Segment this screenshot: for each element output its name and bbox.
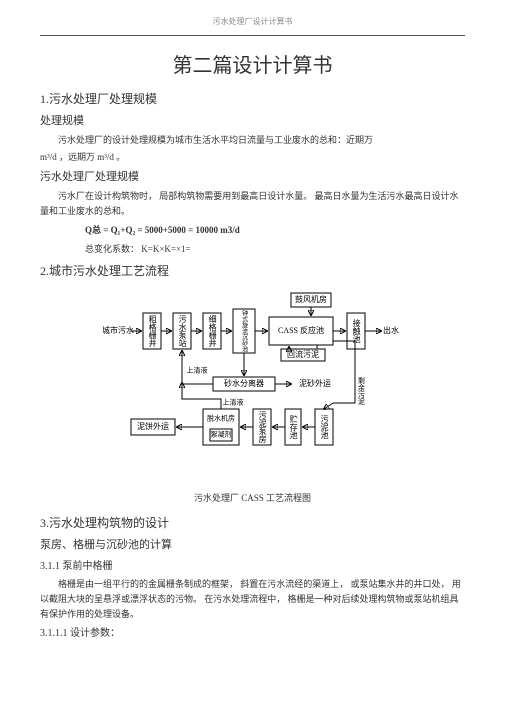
- top-rule: [40, 35, 465, 36]
- s1-p1b: m³/d ，远期万 m³/d 。: [40, 150, 465, 165]
- node-return: 回流污泥: [287, 349, 319, 359]
- section-3-sub2: 3.1.1 泵前中格栅: [40, 559, 465, 575]
- section-1-sub2: 污水处理厂处理规模: [40, 169, 465, 187]
- node-thick: 污泥池: [320, 414, 329, 439]
- node-dewater1: 脱水机房: [207, 414, 235, 423]
- main-title: 第二篇设计计算书: [40, 50, 465, 82]
- node-excess: 剩余污泥: [357, 376, 365, 406]
- s1-coef: 总变化系数： K=K×K=×1=: [40, 242, 465, 256]
- s3-p1: 格栅是由一组平行的的金属栅条制成的框架， 斜置在污水流经的渠道上， 或泵站集水井…: [40, 577, 465, 623]
- node-fine: 细格栅井: [208, 314, 217, 348]
- section-1-sub1: 处理规模: [40, 113, 465, 131]
- diagram-caption: 污水处理厂 CASS 工艺流程图: [40, 491, 465, 505]
- section-3-heading: 3.污水处理构筑物的设计: [40, 514, 465, 533]
- node-supernat: 上清液: [222, 398, 243, 407]
- node-contact: 接触池: [352, 318, 361, 343]
- node-out: 出水: [383, 325, 399, 335]
- s1-p1a: 污水处理厂的设计处理规模为城市生活水平均日流量与工业废水的总和：近期万: [40, 133, 465, 148]
- node-dewater2: 絮凝剂: [210, 430, 231, 439]
- node-vortex: 钟式旋流沉砂池: [240, 310, 247, 353]
- node-sandsep: 砂水分离器: [224, 378, 264, 388]
- node-storage: 贮存池: [289, 414, 298, 439]
- section-3-sub1: 泵房、格栅与沉砂池的计算: [40, 537, 465, 555]
- s1-p2: 污水厂在设计构筑物时， 局部构筑物需要用到最高日设计水量。 最高日水量为生活污水…: [40, 189, 465, 220]
- s1-formula: Q总 = Q₁+Q₂ = 5000+5000 = 10000 m3/d: [40, 223, 465, 237]
- section-3-sub3: 3.1.1.1 设计参数：: [40, 626, 465, 642]
- running-header: 污水处理厂设计计算书: [40, 16, 465, 29]
- node-super1: 上清液: [186, 366, 207, 375]
- node-pump: 污水泵站: [178, 314, 187, 348]
- flowchart-diagram: 城市污水 粗格栅井 污水泵站 细格栅井 钟式旋流沉砂池 CASS 反应池 鼓风机…: [103, 291, 403, 487]
- node-blower: 鼓风机房: [295, 294, 327, 304]
- section-2-heading: 2.城市污水处理工艺流程: [40, 262, 465, 281]
- node-inflow: 城市污水: [103, 325, 134, 335]
- node-sludgepump: 污泥泵房: [258, 410, 267, 444]
- node-cakeout: 泥饼外运: [137, 421, 169, 431]
- section-1-heading: 1.污水处理厂处理规模: [40, 90, 465, 109]
- node-coarse: 粗格栅井: [148, 314, 157, 348]
- node-cass: CASS 反应池: [277, 325, 323, 335]
- node-sandout: 泥砂外运: [299, 378, 331, 388]
